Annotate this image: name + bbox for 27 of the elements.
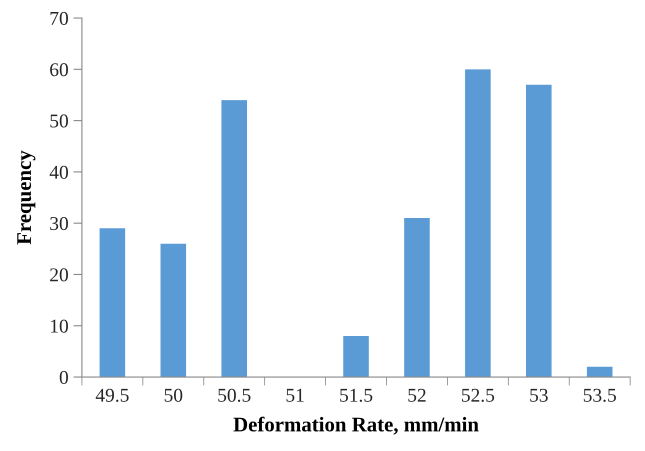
bar	[221, 100, 247, 378]
bar	[465, 69, 491, 378]
y-tick-label: 20	[50, 268, 68, 282]
y-tick-label: 40	[50, 166, 68, 179]
bar	[586, 366, 612, 378]
y-axis-title: Frequency	[17, 150, 36, 244]
y-tick-label: 70	[50, 12, 68, 25]
x-axis-title: Deformation Rate, mm/min	[233, 416, 479, 435]
bar	[343, 336, 369, 378]
y-tick-label: 60	[50, 63, 68, 76]
bar	[404, 218, 430, 378]
bar	[160, 244, 186, 378]
y-tick-label: 0	[60, 370, 68, 384]
x-tick-label: 53.5	[584, 388, 616, 402]
x-tick-label: 49.5	[96, 388, 129, 402]
bar	[100, 228, 126, 378]
x-tick-label: 53	[530, 388, 548, 402]
bar	[526, 84, 552, 378]
y-tick-label: 30	[50, 216, 68, 230]
y-tick-label: 50	[50, 114, 68, 128]
x-tick-label: 52	[408, 388, 426, 402]
x-tick-label: 51	[286, 388, 304, 402]
x-tick-label: 52.5	[462, 388, 494, 402]
x-tick-label: 51.5	[340, 388, 372, 402]
x-tick-label: 50	[164, 388, 182, 402]
y-tick-label: 10	[50, 320, 68, 333]
x-tick-label: 50.5	[218, 388, 250, 402]
